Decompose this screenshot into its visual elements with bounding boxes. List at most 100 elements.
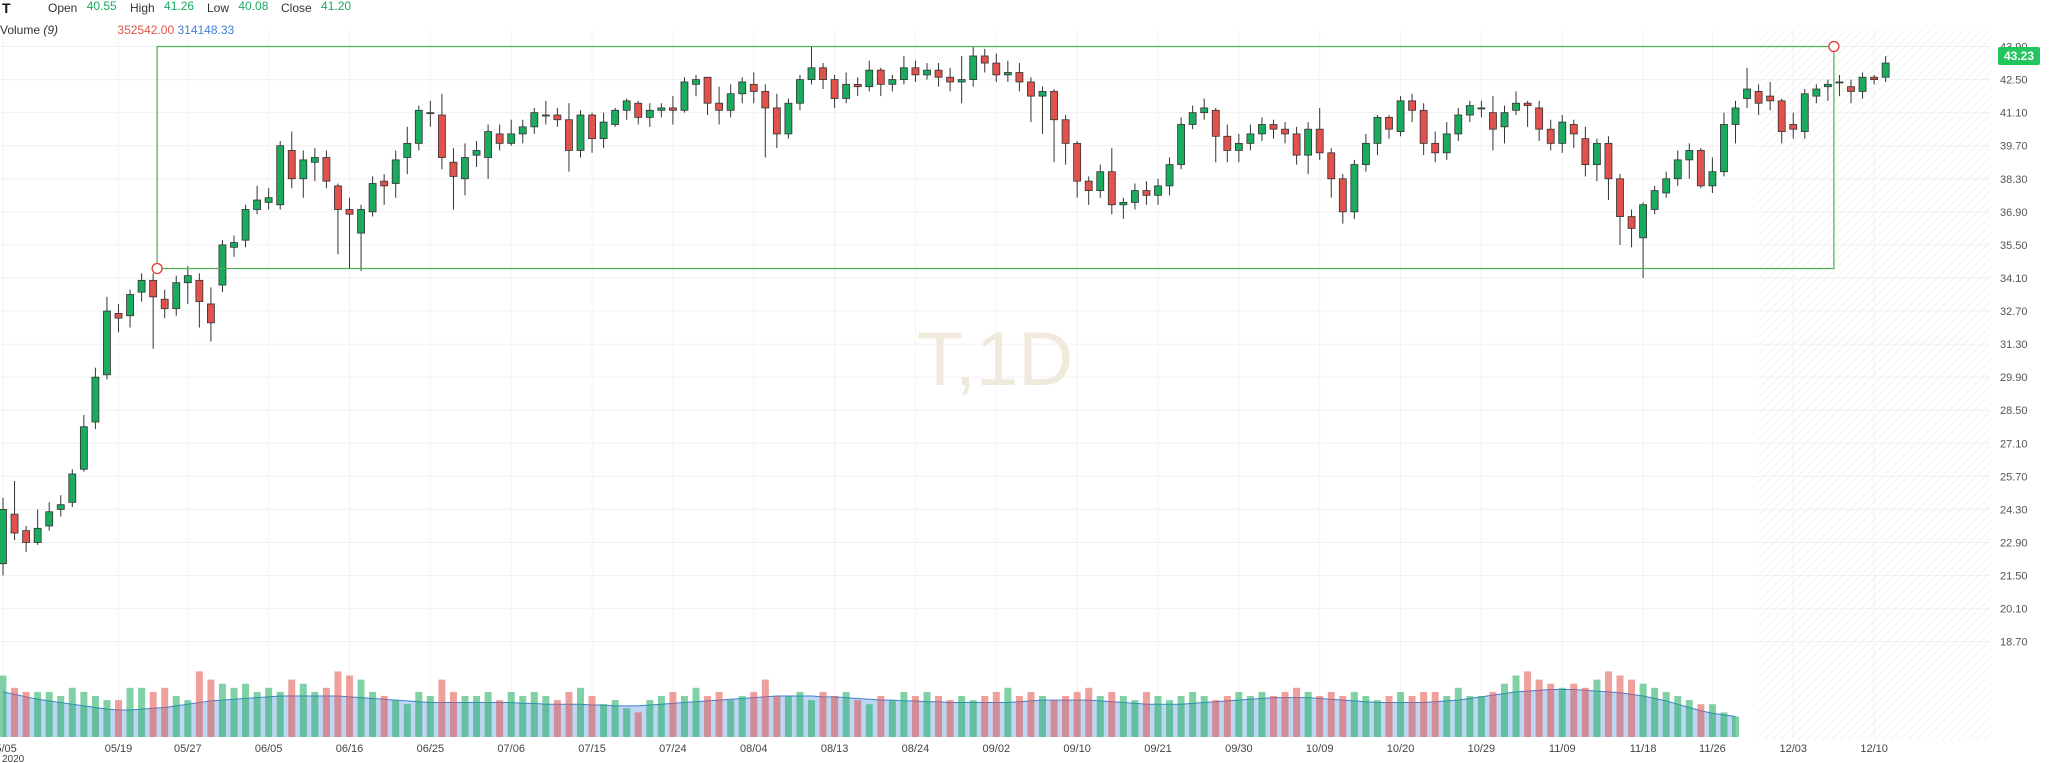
volume-bar [553,700,561,737]
candle-body [588,114,596,140]
volume-bar [438,679,446,737]
date-tick-label: 06/25 [417,743,445,755]
volume-bar [1189,691,1197,737]
candle-body [137,279,146,293]
candle-body [518,126,527,135]
volume-layer [0,671,1739,737]
volume-bar [1697,704,1705,737]
volume-bar [1581,687,1589,737]
candle-body [345,209,354,215]
volume-bar [900,691,908,737]
candle-body [1038,91,1047,97]
date-tick-label: 05/05 [0,743,17,755]
candle-body [1858,76,1867,92]
candle-body [1604,142,1613,180]
volume-bar [1177,696,1185,737]
candle-body [784,102,793,135]
candle-body [426,112,435,115]
rectangle-outline [156,45,1835,270]
volume-bar [1327,691,1335,737]
volume-bar [449,691,457,737]
volume-bar [357,679,365,737]
price-tick-label: 35.50 [2000,240,2028,252]
candle-body [264,197,273,203]
candle-body [334,185,342,210]
volume-bar [311,691,319,737]
price-tick-label: 39.70 [2000,141,2028,153]
volume-bar [322,687,330,737]
volume-bar [588,696,596,737]
rectangle-handle [1828,40,1840,53]
candle-body [1050,91,1058,121]
candle-body [1523,102,1532,106]
volume-bar [1547,683,1555,737]
volume-bar [1420,691,1428,737]
volume-bar [242,683,250,737]
candle-body [645,109,654,118]
candle-body [1003,72,1012,76]
volume-bar [496,700,504,737]
volume-bar [577,687,584,737]
date-axis[interactable]: 05/05 05/19 05/27 06/05 06/16 06/25 07/06 07/15… [0,743,1888,763]
candle-body [553,114,562,121]
candle-body [726,93,735,111]
volume-bar [415,691,423,737]
volume-bar [669,691,677,737]
volume-bar [1628,679,1636,737]
candle-body [103,310,111,376]
volume-bar [935,696,943,737]
candle-body [1465,105,1474,116]
candle-body [1512,102,1520,111]
candle-body [876,69,885,85]
candle-body [1789,124,1798,130]
volume-bar [276,691,284,737]
candle-body [911,67,920,76]
volume-bar [426,696,434,737]
candle-body [842,83,851,99]
candle-body [472,150,481,156]
candle-body [1743,88,1751,99]
volume-bar [484,691,492,737]
volume-bar [1397,691,1405,737]
volume-bar [992,691,1000,737]
volume-bar [265,687,273,737]
candle-body [299,159,308,180]
date-tick-label: 08/24 [902,743,930,755]
candle-body [1616,178,1624,217]
rectangle-drawing[interactable] [151,40,1840,275]
open-value: 40.55 [86,0,117,13]
candle-body [91,376,100,423]
candle-body [680,81,689,111]
volume-bar [634,712,642,737]
volume-bar [946,700,954,737]
candle-body [1061,119,1070,144]
price-tick-label: 18.70 [2000,637,2028,649]
volume-bar [1200,696,1208,737]
volume-bar [149,691,157,737]
volume-bar [831,696,839,737]
candle-body [1131,190,1139,203]
candle-body [1720,124,1728,173]
candle-body [33,527,42,543]
candle-body [541,114,550,117]
volume-bar [1316,696,1324,737]
volume-bar [103,700,111,737]
volume-bar [958,696,966,737]
candle-body [403,142,412,158]
date-tick-label: 06/16 [336,743,364,755]
candle-body [1027,81,1035,97]
date-tick-label: 09/30 [1225,743,1253,755]
volume-bar [34,691,42,737]
volume-bar [1501,683,1508,737]
candle-body [1258,124,1266,135]
volume-bar [865,704,873,737]
volume-bar [369,691,377,737]
volume-bar [0,675,7,737]
candle-body [1662,178,1671,194]
candle-body [1847,86,1855,92]
date-tick-label: 08/13 [821,743,849,755]
candle-body [599,121,608,140]
volume-bar [507,691,515,737]
high-readout: High 41.26 [130,0,194,15]
